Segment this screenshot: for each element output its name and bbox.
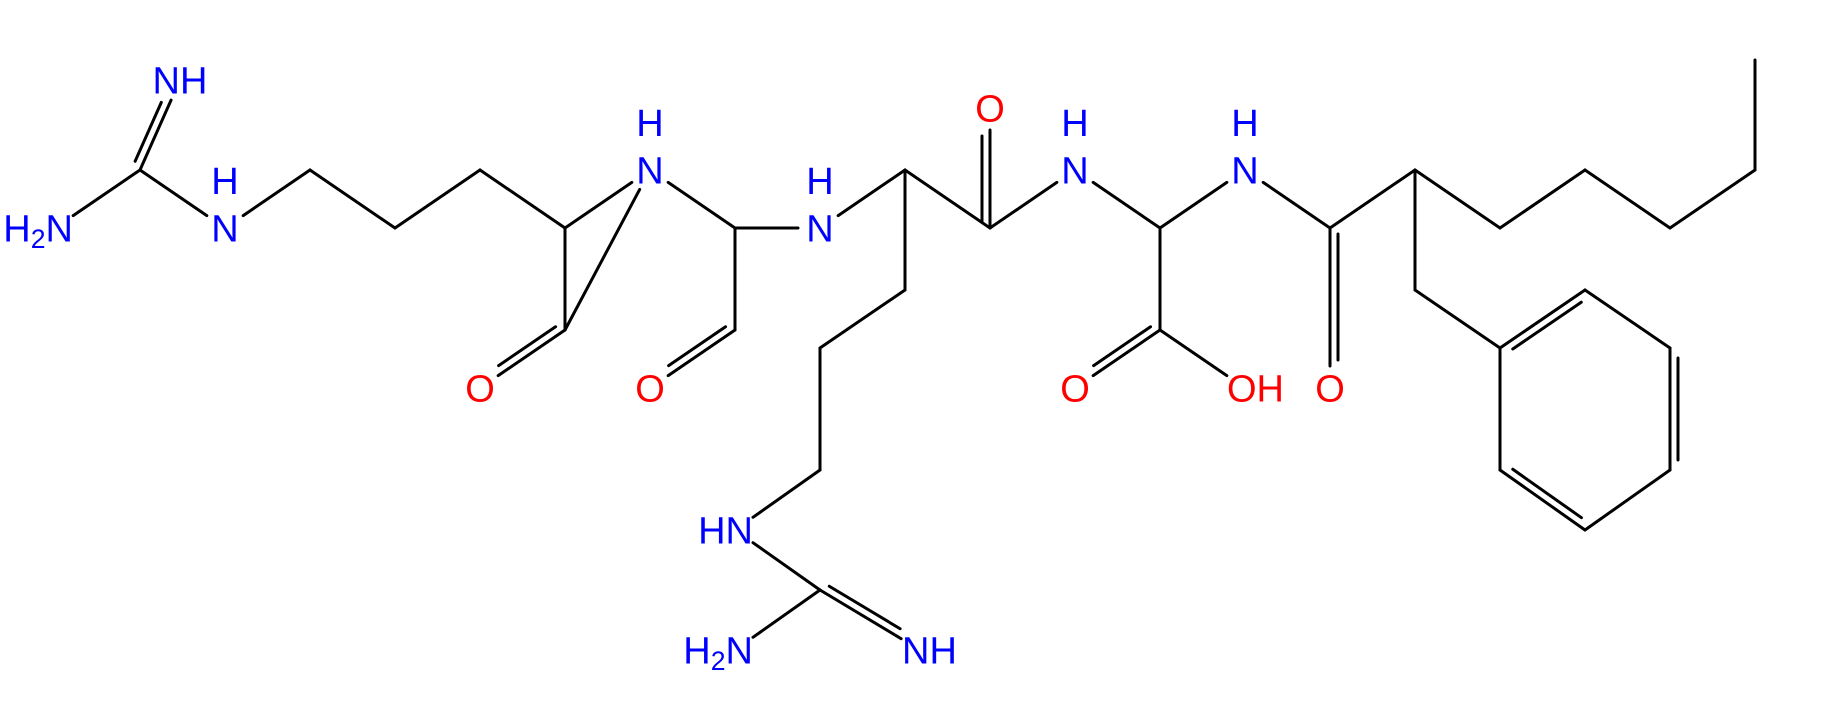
svg-text:N: N [1061, 150, 1088, 192]
atom-n_amide3: HN [1061, 103, 1088, 192]
svg-text:NH: NH [902, 630, 957, 672]
svg-text:H: H [806, 161, 833, 203]
atom-n_nh2_b: H2N [683, 630, 753, 676]
atom-o_co1: O [465, 368, 495, 410]
atom-n_amide4: HN [1231, 103, 1258, 192]
svg-text:H2N: H2N [683, 630, 753, 676]
atom-n_nh2_tl: H2N [3, 208, 73, 254]
atom-n_imine_tl: NH [153, 60, 208, 102]
svg-text:O: O [1315, 368, 1345, 410]
molecule-drawing: NHH2NHNOHNOHNOHNH2NNHHNOOHHNO [0, 0, 1838, 726]
svg-text:H: H [1061, 103, 1088, 145]
svg-text:O: O [465, 368, 495, 410]
svg-text:N: N [1231, 150, 1258, 192]
svg-text:O: O [635, 368, 665, 410]
svg-text:O: O [975, 88, 1005, 130]
svg-text:NH: NH [153, 60, 208, 102]
svg-text:N: N [211, 208, 238, 250]
svg-text:N: N [806, 208, 833, 250]
svg-text:HN: HN [698, 510, 753, 552]
atom-o_co2: O [635, 368, 665, 410]
svg-text:H: H [211, 161, 238, 203]
atom-o_ester_dbl: O [1315, 368, 1345, 410]
atom-n_nh_tl: HN [211, 161, 238, 250]
atom-n_amide1: HN [636, 103, 663, 192]
svg-text:H: H [636, 103, 663, 145]
atom-o_co4: O [1060, 368, 1090, 410]
atom-n_amide2: HN [806, 161, 833, 250]
svg-text:OH: OH [1227, 368, 1284, 410]
atom-n_imine_b: NH [902, 630, 957, 672]
svg-text:O: O [1060, 368, 1090, 410]
atom-o_co3: O [975, 88, 1005, 130]
atom-o_oh: OH [1227, 368, 1284, 410]
svg-text:H2N: H2N [3, 208, 73, 254]
svg-text:N: N [636, 150, 663, 192]
svg-text:H: H [1231, 103, 1258, 145]
atom-n_nh_b: HN [698, 510, 753, 552]
